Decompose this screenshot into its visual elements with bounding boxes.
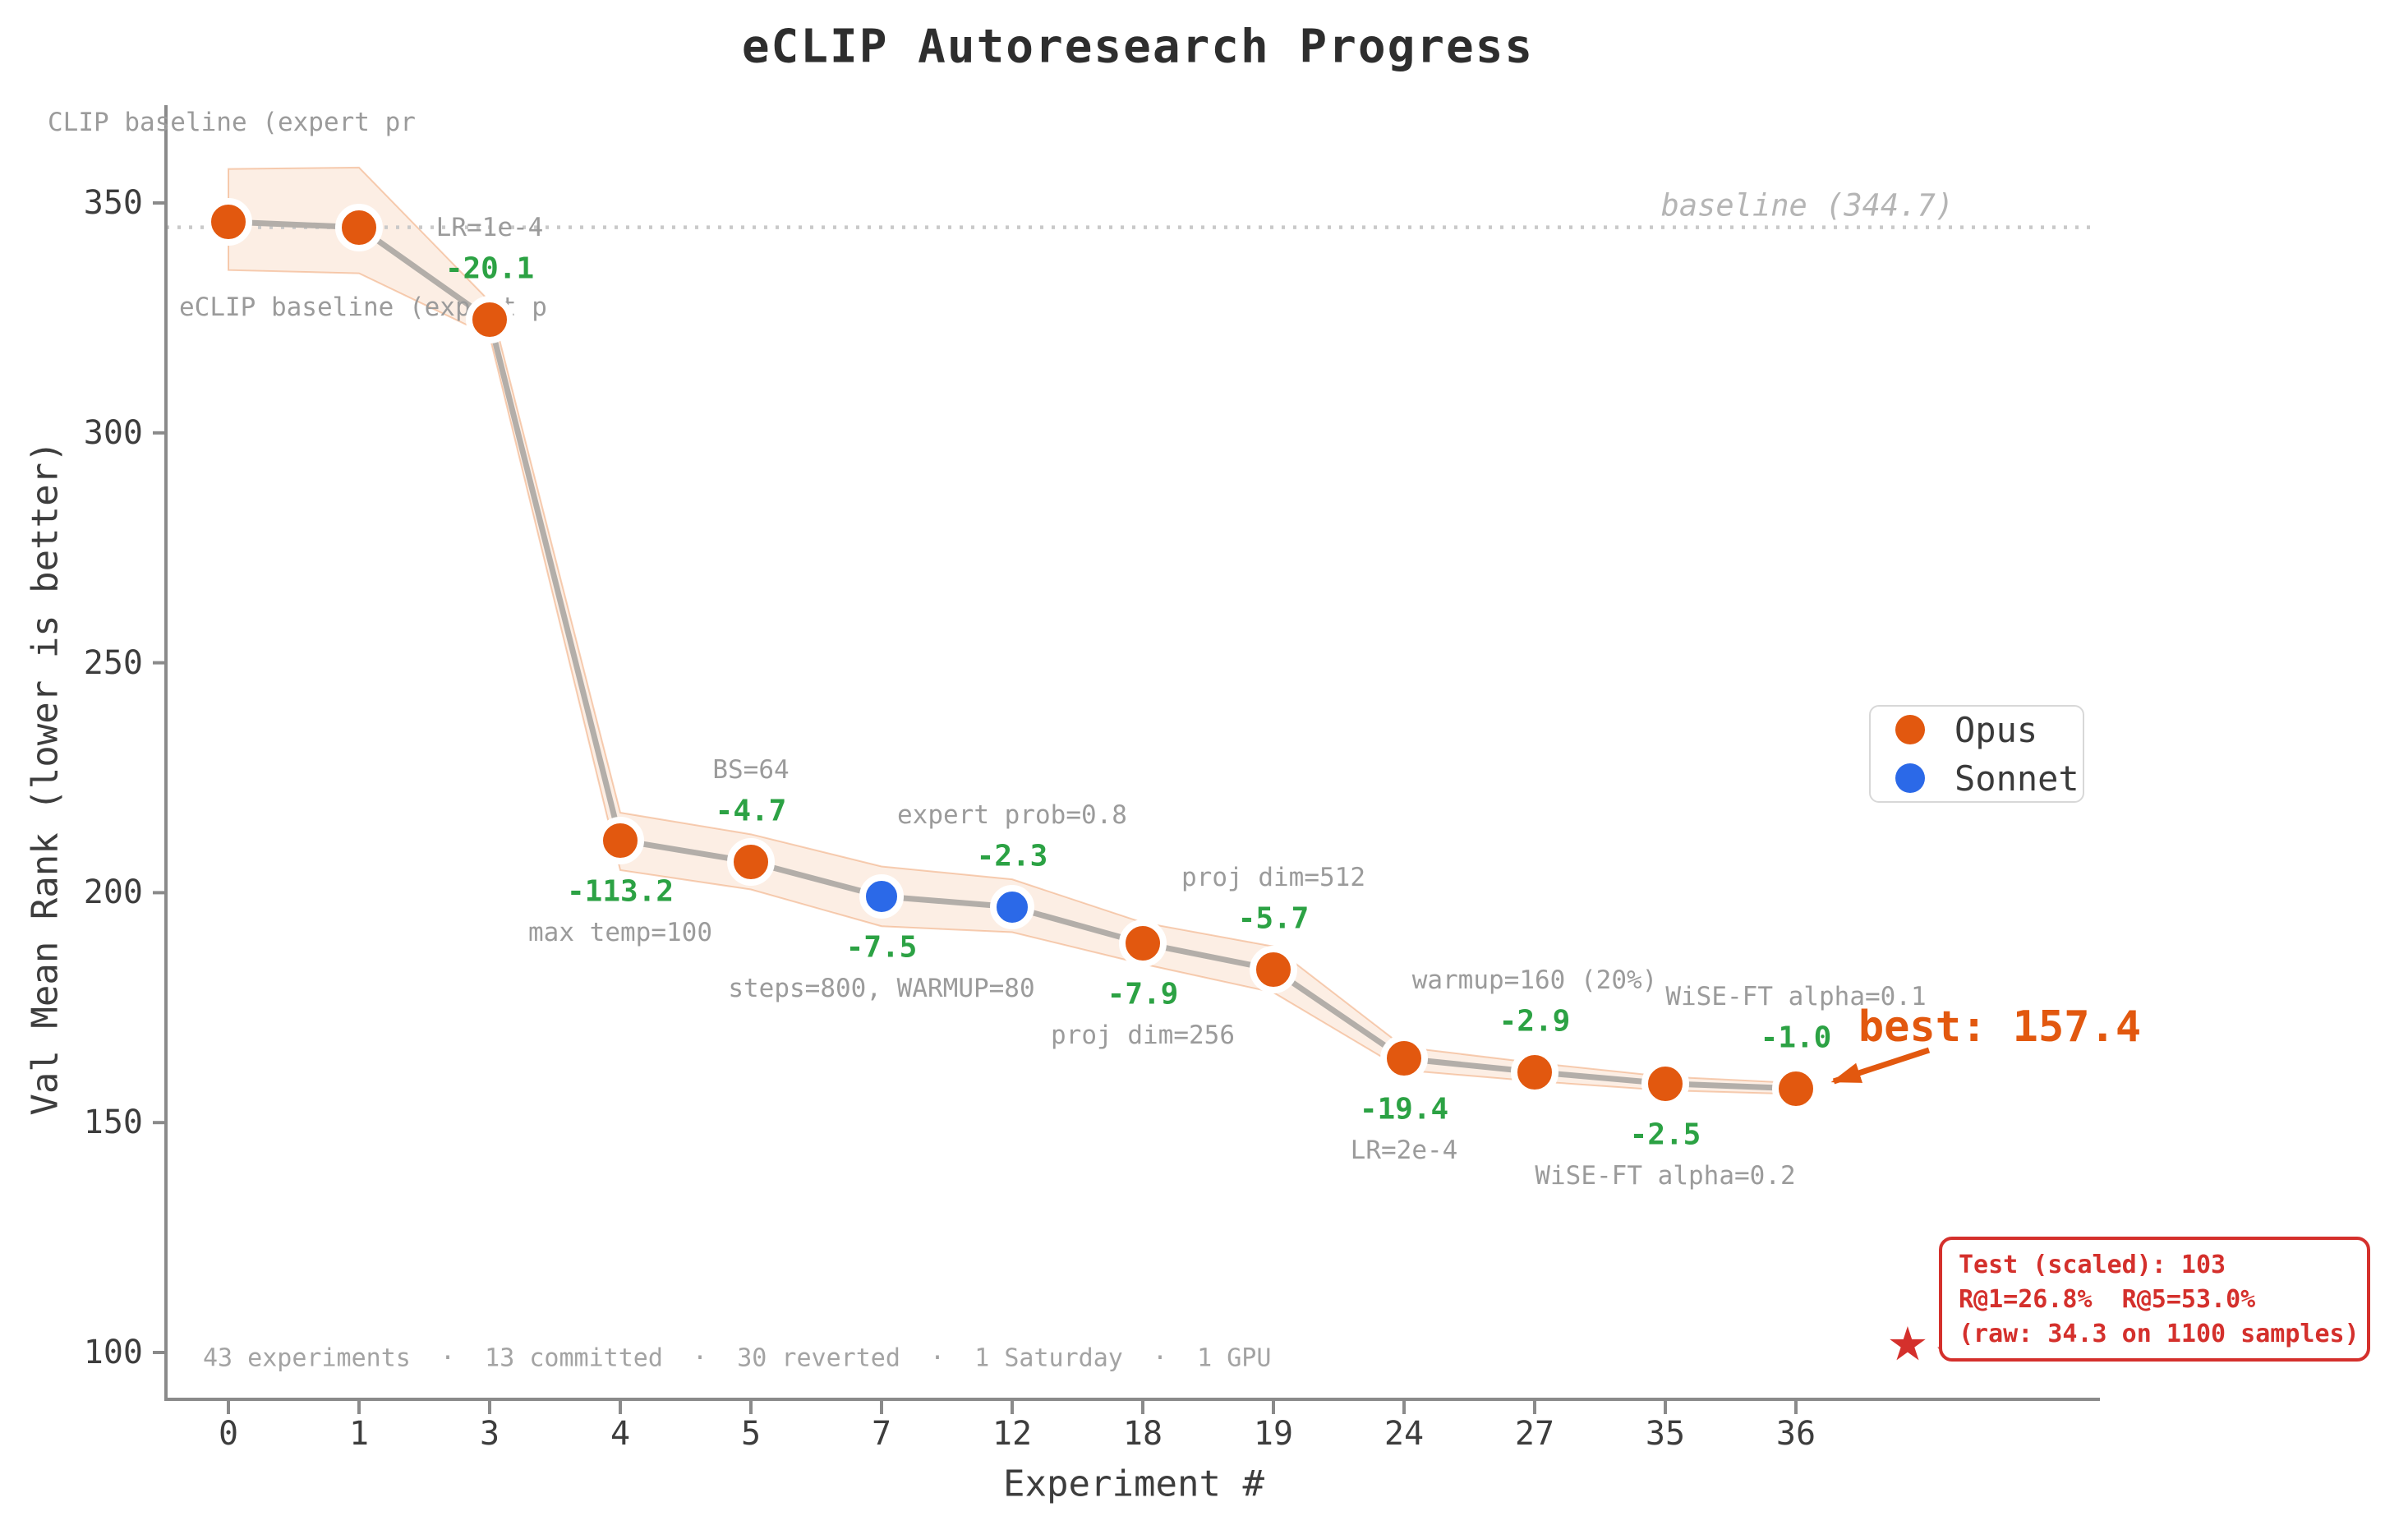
legend: Opus Sonnet [1869,705,2084,803]
data-point-4-opus [596,816,644,864]
x-tick-label: 36 [1775,1415,1816,1453]
run-stats-footer: 43 experiments · 13 committed · 30 rever… [203,1343,1272,1373]
experiment-delta: -7.9 [1107,977,1179,1011]
legend-item-opus: Opus [1895,710,2083,750]
data-point-35-opus [1641,1059,1689,1108]
x-tick-label: 3 [479,1415,500,1453]
y-tick-label: 350 [83,184,143,222]
x-tick-label: 35 [1645,1415,1686,1453]
data-point-7-sonnet [859,873,904,919]
x-tick-label: 4 [610,1415,631,1453]
experiment-delta: -2.5 [1629,1117,1701,1152]
experiment-delta: -2.9 [1499,1004,1571,1039]
data-point-0-opus [205,197,252,246]
test-star-icon: ★ [1887,1300,1928,1377]
experiment-delta: -20.1 [444,251,535,286]
experiment-delta: -7.5 [845,930,918,965]
y-axis-label: Val Mean Rank (lower is better) [24,440,67,1116]
y-tick-label: 300 [83,413,143,452]
x-tick-label: 18 [1122,1415,1163,1453]
x-tick-label: 24 [1384,1415,1425,1453]
data-point-36-opus [1772,1064,1820,1113]
test-raw-line: (raw: 34.3 on 1100 samples) [1959,1320,2360,1348]
x-tick-label: 19 [1253,1415,1294,1453]
legend-label: Opus [1954,709,2038,750]
x-tick-label: 27 [1514,1415,1555,1453]
chart-title: eCLIP Autoresearch Progress [741,20,1535,74]
data-point-1-opus [335,203,383,251]
experiment-delta: -5.7 [1237,901,1310,936]
progress-line [228,219,1797,1092]
data-point-5-opus [727,837,775,886]
experiment-delta: -113.2 [566,874,675,909]
x-tick-label: 1 [348,1415,370,1453]
legend-label: Sonnet [1954,758,2079,799]
experiment-delta: -2.3 [976,839,1048,873]
x-tick-label: 5 [740,1415,762,1453]
data-point-12-sonnet [990,884,1034,929]
x-tick-label: 7 [871,1415,892,1453]
experiment-note: LR=2e-4 [1350,1136,1458,1166]
experiment-note: steps=800, WARMUP=80 [728,973,1035,1003]
y-tick-label: 100 [83,1334,143,1371]
data-point-3-opus [466,296,513,344]
experiment-note: proj dim=256 [1051,1020,1235,1050]
sonnet-marker-icon [1895,763,1925,793]
x-tick-label: 12 [992,1415,1033,1453]
data-point-27-opus [1511,1048,1559,1096]
experiment-delta: -4.7 [715,794,787,828]
opus-marker-icon [1895,715,1925,744]
best-arrow [1830,1047,1931,1085]
experiment-delta: -19.4 [1359,1092,1449,1127]
test-scaled-line: Test (scaled): 103 [1959,1251,2226,1279]
experiment-note: WiSE-FT alpha=0.1 [1665,981,1927,1011]
data-point-19-opus [1250,945,1297,993]
y-tick-label: 200 [83,873,143,912]
test-result-callout: Test (scaled): 103 R@1=26.8% R@5=53.0% (… [1939,1237,2370,1362]
experiment-note: BS=64 [712,754,790,785]
data-point-24-opus [1380,1034,1428,1083]
y-tick-label: 250 [83,643,143,682]
experiment-note: expert prob=0.8 [897,799,1127,830]
experiment-note: max temp=100 [528,917,712,947]
experiment-delta: -1.0 [1760,1021,1832,1055]
test-recall-line: R@1=26.8% R@5=53.0% [1959,1285,2256,1314]
experiment-note: WiSE-FT alpha=0.2 [1535,1160,1796,1191]
experiment-note: warmup=160 (20%) [1411,965,1658,995]
experiment-note: LR=1e-4 [435,213,544,243]
y-tick-label: 150 [83,1104,143,1142]
x-axis-label: Experiment # [1003,1463,1264,1505]
baseline-annotation: baseline (344.7) [1660,187,1954,223]
legend-item-sonnet: Sonnet [1895,758,2083,799]
best-value-annotation: best: 157.4 [1858,1002,2142,1052]
data-point-18-opus [1119,919,1167,967]
x-tick-label: 0 [218,1415,239,1453]
experiment-note: proj dim=512 [1181,862,1365,892]
experiment-note: CLIP baseline (expert pr [48,108,416,137]
